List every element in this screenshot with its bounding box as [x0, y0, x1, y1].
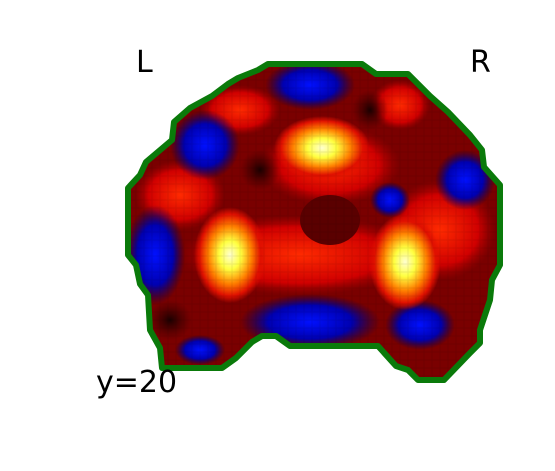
brain-outline — [125, 61, 503, 383]
activation-map — [128, 64, 500, 380]
left-hemisphere-label: L — [136, 45, 153, 80]
slice-coordinate-label: y=20 — [96, 365, 178, 400]
right-hemisphere-label: R — [470, 45, 491, 80]
